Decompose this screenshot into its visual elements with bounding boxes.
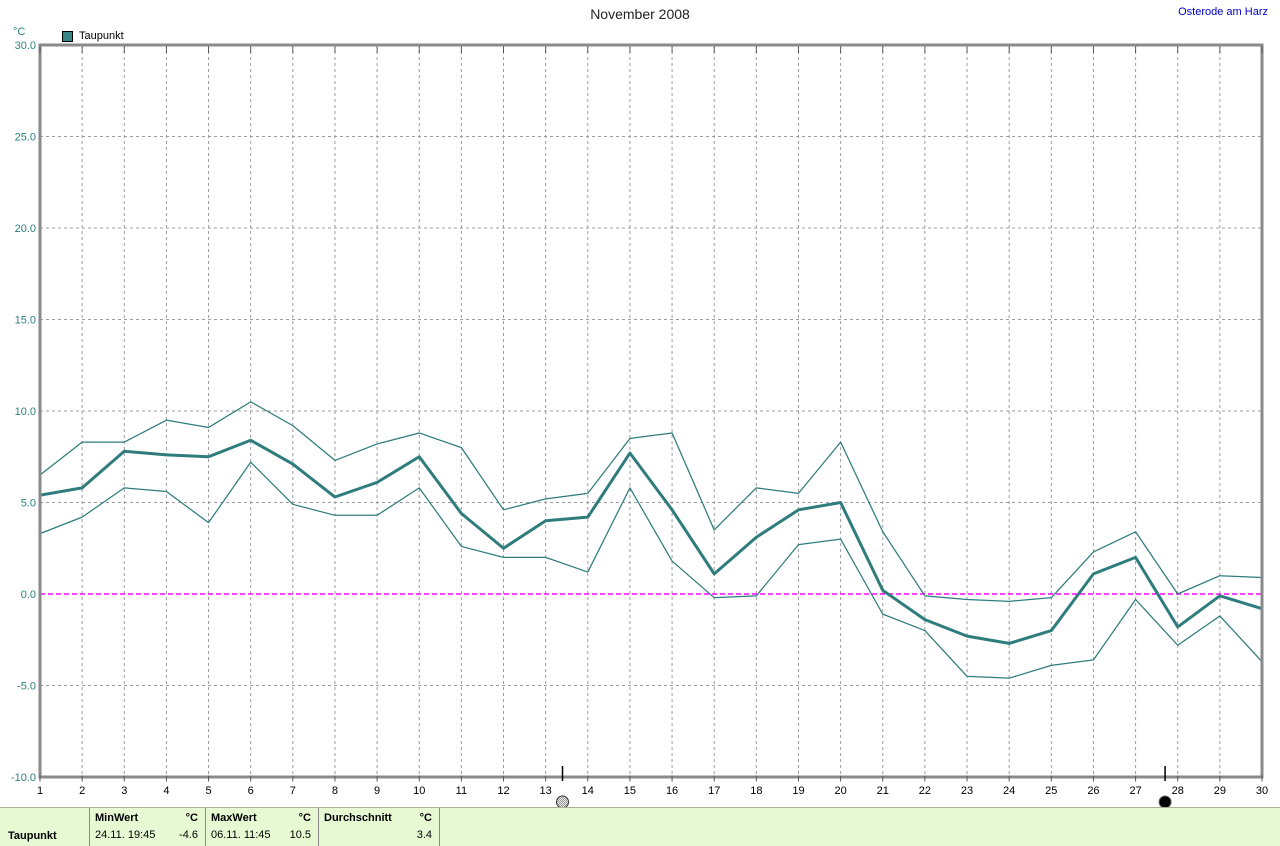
- series-mean-line: [39, 438, 1263, 645]
- svg-text:21: 21: [877, 785, 889, 797]
- legend: Taupunkt: [62, 30, 124, 42]
- svg-text:10: 10: [413, 785, 425, 797]
- svg-text:27: 27: [1129, 785, 1141, 797]
- svg-text:23: 23: [961, 785, 973, 797]
- svg-text:28: 28: [1172, 785, 1184, 797]
- svg-text:30.0: 30.0: [15, 40, 36, 52]
- svg-text:16: 16: [666, 785, 678, 797]
- min-value: -4.6: [179, 829, 198, 841]
- stats-min-column: MinWert °C 24.11. 19:45 -4.6: [89, 808, 205, 846]
- max-header: MaxWert: [211, 812, 257, 824]
- day-ticks: [39, 46, 1263, 782]
- svg-text:19: 19: [792, 785, 804, 797]
- svg-text:29: 29: [1214, 785, 1226, 797]
- svg-text:22: 22: [919, 785, 931, 797]
- svg-text:25: 25: [1045, 785, 1057, 797]
- svg-text:5: 5: [205, 785, 211, 797]
- min-header: MinWert: [95, 812, 139, 824]
- min-unit: °C: [185, 812, 198, 824]
- svg-text:5.0: 5.0: [21, 498, 36, 510]
- svg-text:10.0: 10.0: [15, 406, 36, 418]
- svg-text:4: 4: [163, 785, 169, 797]
- svg-text:15.0: 15.0: [15, 315, 36, 327]
- y-axis-unit-label: °C: [13, 26, 26, 38]
- svg-text:13: 13: [540, 785, 552, 797]
- svg-text:-10.0: -10.0: [11, 772, 36, 784]
- x-axis-labels: 1 2 3 4 5 6 7 8 9 10 11 12 13 14 15 16 17 18 19 20 21 22 23 24 2…: [37, 785, 1268, 797]
- svg-text:6: 6: [248, 785, 254, 797]
- legend-label: Taupunkt: [79, 30, 124, 42]
- max-timestamp: 06.11. 11:45: [211, 829, 271, 841]
- svg-text:-5.0: -5.0: [17, 681, 36, 693]
- series-min-line: [39, 461, 1263, 679]
- series-max-line: [39, 401, 1263, 602]
- svg-text:18: 18: [750, 785, 762, 797]
- svg-text:12: 12: [497, 785, 509, 797]
- horizontal-gridlines: [40, 136, 1262, 686]
- svg-text:8: 8: [332, 785, 338, 797]
- svg-text:1: 1: [37, 785, 43, 797]
- stats-row-label: Taupunkt: [8, 830, 57, 842]
- y-axis-labels: 30.0 25.0 20.0 15.0 10.0 5.0 0.0 -5.0 -10.0: [11, 40, 36, 784]
- stats-max-column: MaxWert °C 06.11. 11:45 10.5: [205, 808, 318, 846]
- svg-text:3: 3: [121, 785, 127, 797]
- avg-unit: °C: [419, 812, 432, 824]
- max-value: 10.5: [289, 829, 311, 841]
- chart-title: November 2008: [590, 6, 690, 22]
- svg-text:25.0: 25.0: [15, 132, 36, 144]
- avg-value: 3.4: [416, 829, 432, 841]
- svg-text:17: 17: [708, 785, 720, 797]
- plot-frame: [38, 43, 1264, 779]
- svg-text:15: 15: [624, 785, 636, 797]
- new-moon-icon: [1158, 795, 1172, 808]
- stats-table: Taupunkt MinWert °C 24.11. 19:45 -4.6 Ma…: [0, 807, 1280, 846]
- stats-table-spacer: [439, 808, 1280, 846]
- full-moon-icon: [556, 795, 570, 808]
- station-name: Osterode am Harz: [1178, 6, 1268, 18]
- stats-avg-column: Durchschnitt °C 3.4: [318, 808, 439, 846]
- svg-text:14: 14: [582, 785, 594, 797]
- svg-text:7: 7: [290, 785, 296, 797]
- dewpoint-chart-canvas: 30.025.020.015.010.05.00.0-5.0-10.01 2 3 4 5…: [11, 40, 1268, 808]
- max-unit: °C: [298, 812, 311, 824]
- min-timestamp: 24.11. 19:45: [95, 829, 156, 841]
- svg-text:20: 20: [834, 785, 846, 797]
- svg-text:9: 9: [374, 785, 380, 797]
- svg-text:26: 26: [1087, 785, 1099, 797]
- svg-text:30: 30: [1256, 785, 1268, 797]
- svg-text:0.0: 0.0: [21, 589, 36, 601]
- svg-text:11: 11: [456, 785, 467, 797]
- svg-text:24: 24: [1003, 785, 1015, 797]
- avg-header: Durchschnitt: [324, 812, 392, 824]
- svg-text:20.0: 20.0: [15, 223, 36, 235]
- svg-text:2: 2: [79, 785, 85, 797]
- legend-swatch-icon: [62, 30, 73, 42]
